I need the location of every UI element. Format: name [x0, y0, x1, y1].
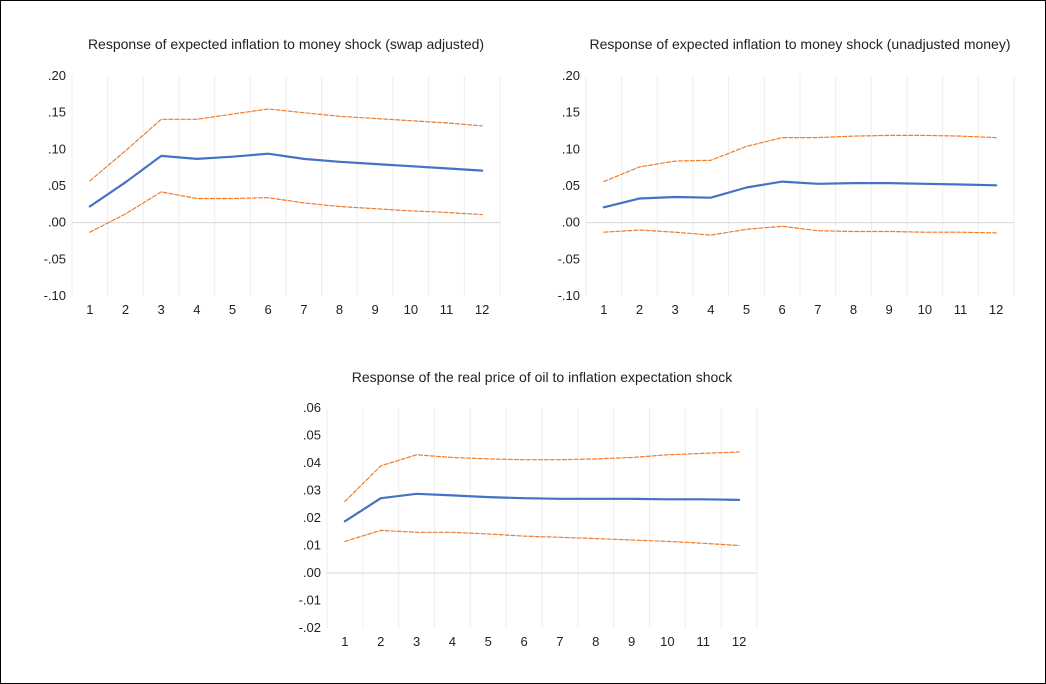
x-tick-label: 6: [520, 634, 527, 649]
x-tick-label: 5: [229, 302, 236, 317]
x-tick-label: 1: [341, 634, 348, 649]
x-tick-label: 11: [697, 634, 711, 649]
series-line-upper: [603, 134, 997, 183]
y-tick-label: -.05: [44, 251, 66, 266]
y-tick-label: .00: [303, 565, 321, 580]
y-tick-label: .01: [303, 538, 321, 553]
x-tick-label: 10: [660, 634, 674, 649]
x-tick-label: 12: [989, 302, 1003, 317]
chart-panel-swap-adjusted: Response of expected inflation to money …: [44, 36, 501, 317]
series-line-response: [343, 492, 741, 523]
x-tick-label: 9: [372, 302, 379, 317]
y-tick-label: .00: [562, 215, 580, 230]
x-tick-label: 11: [954, 302, 968, 317]
y-tick-label: .04: [303, 455, 321, 470]
x-tick-label: 8: [336, 302, 343, 317]
x-tick-label: 12: [732, 634, 746, 649]
series-line-response: [88, 152, 484, 208]
x-tick-label: 4: [193, 302, 200, 317]
x-tick-label: 2: [122, 302, 129, 317]
y-tick-label: .15: [562, 105, 580, 120]
y-tick-label: .03: [303, 483, 321, 498]
y-tick-label: .10: [562, 141, 580, 156]
y-tick-label: .15: [48, 105, 66, 120]
y-tick-label: .00: [48, 215, 66, 230]
series-line-lower: [344, 529, 740, 547]
x-tick-label: 1: [86, 302, 93, 317]
series-line-lower: [603, 225, 997, 236]
chart-panel-oil-price: Response of the real price of oil to inf…: [299, 369, 758, 649]
x-tick-label: 9: [628, 634, 635, 649]
series-line-upper: [89, 108, 483, 182]
x-tick-label: 10: [918, 302, 932, 317]
x-tick-label: 5: [743, 302, 750, 317]
x-tick-label: 5: [485, 634, 492, 649]
x-tick-label: 2: [377, 634, 384, 649]
y-tick-label: -.10: [558, 288, 580, 303]
x-tick-label: 7: [556, 634, 563, 649]
x-tick-label: 7: [814, 302, 821, 317]
chart-title: Response of expected inflation to money …: [88, 36, 484, 52]
y-tick-label: .20: [562, 68, 580, 83]
series-line-upper: [344, 451, 740, 503]
y-tick-label: .02: [303, 510, 321, 525]
x-tick-label: 1: [600, 302, 607, 317]
x-tick-label: 2: [636, 302, 643, 317]
y-tick-label: .06: [303, 400, 321, 415]
x-tick-label: 6: [265, 302, 272, 317]
y-tick-label: .20: [48, 68, 66, 83]
chart-panel-unadjusted-money: Response of expected inflation to money …: [558, 36, 1015, 317]
x-tick-label: 4: [707, 302, 714, 317]
x-tick-label: 11: [440, 302, 454, 317]
x-tick-label: 6: [779, 302, 786, 317]
y-tick-label: .05: [48, 178, 66, 193]
x-tick-label: 7: [300, 302, 307, 317]
series-line-lower: [89, 191, 483, 233]
x-tick-label: 4: [449, 634, 456, 649]
y-tick-label: -.02: [299, 620, 321, 635]
x-tick-label: 3: [158, 302, 165, 317]
x-tick-label: 10: [404, 302, 418, 317]
chart-title: Response of expected inflation to money …: [589, 36, 1010, 52]
x-tick-label: 8: [592, 634, 599, 649]
y-tick-label: .10: [48, 141, 66, 156]
y-tick-label: -.01: [299, 593, 321, 608]
y-tick-label: .05: [303, 428, 321, 443]
y-tick-label: -.05: [558, 251, 580, 266]
y-tick-label: -.10: [44, 288, 66, 303]
y-tick-label: .05: [562, 178, 580, 193]
x-tick-label: 3: [672, 302, 679, 317]
chart-title: Response of the real price of oil to inf…: [352, 369, 734, 385]
x-tick-label: 8: [850, 302, 857, 317]
series-line-response: [602, 180, 998, 209]
x-tick-label: 3: [413, 634, 420, 649]
x-tick-label: 12: [475, 302, 489, 317]
x-tick-label: 9: [886, 302, 893, 317]
